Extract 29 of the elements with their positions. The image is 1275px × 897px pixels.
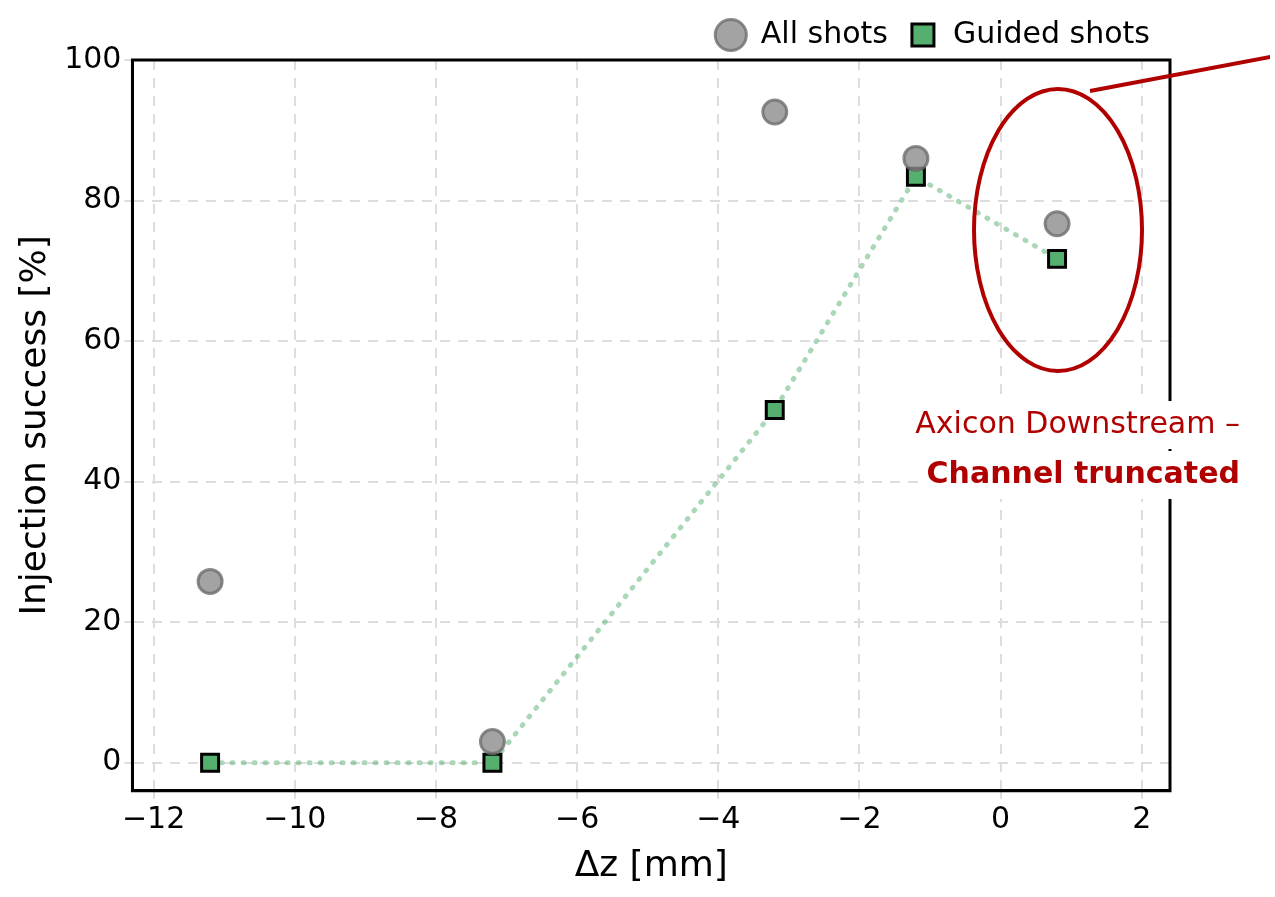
y-axis-title: Injection success [%] [11, 235, 53, 616]
x-axis-title: Δz [mm] [574, 842, 728, 884]
y-tick-label: 100 [64, 39, 122, 75]
point [200, 752, 221, 773]
x-tick-label: 0 [991, 799, 1011, 835]
annotation: Axicon Downstream – [915, 404, 1240, 440]
legend-label: All shots [760, 14, 888, 50]
point [1043, 210, 1071, 238]
y-tick-label: 0 [102, 742, 122, 778]
point [764, 399, 785, 420]
x-tick-label: −12 [121, 799, 186, 835]
annotation: Channel truncated [926, 454, 1240, 490]
y-tick-label: 80 [83, 180, 122, 216]
point [902, 144, 930, 172]
x-tick-label: 2 [1132, 799, 1152, 835]
y-tick-label: 40 [83, 461, 122, 497]
point [761, 98, 789, 126]
x-tick-label: −2 [837, 799, 882, 835]
legend-label: Guided shots [952, 14, 1151, 50]
point [1047, 248, 1068, 269]
x-tick-label: −4 [696, 799, 741, 835]
x-tick-label: −10 [263, 799, 327, 835]
y-tick-label: 20 [83, 601, 122, 637]
point [478, 728, 506, 756]
x-tick-label: −8 [413, 799, 459, 835]
point [196, 567, 224, 595]
point [482, 752, 503, 773]
y-tick-label: 60 [83, 320, 122, 356]
x-tick-label: −6 [555, 799, 600, 835]
